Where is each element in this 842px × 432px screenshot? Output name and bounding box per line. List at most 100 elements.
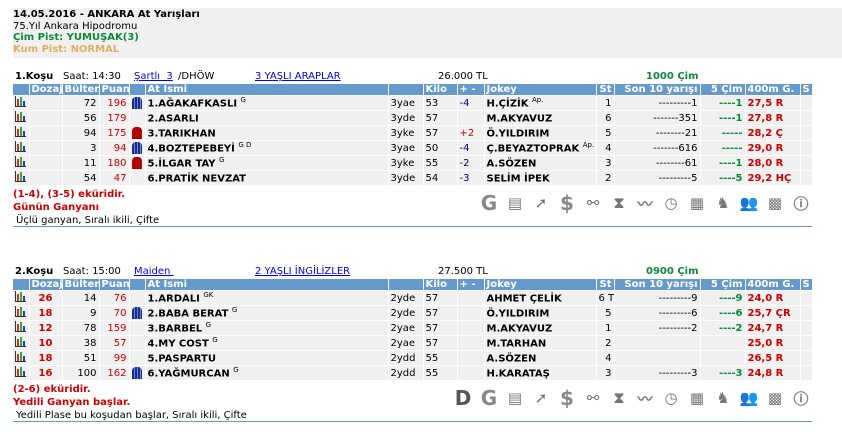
jockey-name[interactable]: H.KARATAŞ xyxy=(486,368,550,380)
horse-name[interactable]: 4.MY COST G xyxy=(145,335,389,351)
horse-name-text[interactable]: 6.YAĞMURCAN xyxy=(147,368,230,380)
info-icon[interactable]: ⓘ xyxy=(793,389,809,408)
column-header[interactable] xyxy=(13,84,30,96)
stats-chart-icon[interactable] xyxy=(13,335,30,351)
column-header[interactable]: Puan xyxy=(99,279,130,291)
jockey[interactable]: M.AKYAVUZ xyxy=(484,320,597,336)
jockey[interactable]: H.KARATAŞ xyxy=(484,365,597,380)
horse-name-text[interactable]: 5.İLGAR TAY xyxy=(147,158,216,170)
d-icon[interactable]: D xyxy=(454,386,472,410)
column-header[interactable] xyxy=(388,279,424,291)
stats-chart-icon[interactable] xyxy=(13,350,30,366)
column-header[interactable]: 5 Çim xyxy=(700,84,746,96)
column-header[interactable] xyxy=(129,84,146,96)
jockey-name[interactable]: AHMET ÇELİK xyxy=(486,293,562,305)
column-header[interactable]: + - xyxy=(457,279,485,291)
horse-name-text[interactable]: 4.BOZTEPEBEYİ xyxy=(147,143,235,155)
column-header[interactable]: Son 10 yarışı xyxy=(614,84,701,96)
column-header[interactable]: + - xyxy=(457,84,485,96)
jockey[interactable]: M.TARHAN xyxy=(484,335,597,351)
horse-name[interactable]: 3.BARBEL G xyxy=(145,320,389,336)
jockey-name[interactable]: M.AKYAVUZ xyxy=(486,323,553,335)
jockey[interactable]: A.SÖZEN xyxy=(484,155,597,171)
hourglass-icon[interactable]: ⧗ xyxy=(613,194,625,212)
horse-name-text[interactable]: 2.ASARLI xyxy=(147,113,199,125)
hourglass-icon[interactable]: ⧗ xyxy=(613,389,625,407)
stats-chart-icon[interactable] xyxy=(13,155,30,171)
race-group-link[interactable]: 3 YAŞLI ARAPLAR xyxy=(255,71,341,82)
arrow-icon[interactable]: ➚ xyxy=(534,194,548,212)
column-header[interactable]: Puan xyxy=(99,84,130,96)
jockey-name[interactable]: Ö.YILDIRIM xyxy=(486,128,550,140)
stats-chart-icon[interactable] xyxy=(13,125,30,141)
stats-chart-icon[interactable] xyxy=(13,95,30,111)
horse-name-text[interactable]: 2.BABA BERAT xyxy=(147,308,229,320)
horse-name[interactable]: 6.PRATİK NEVZAT xyxy=(145,170,389,185)
jockey-name[interactable]: A.SÖZEN xyxy=(486,158,537,170)
stats-chart-icon[interactable] xyxy=(13,305,30,321)
horse-name-text[interactable]: 5.PASPARTU xyxy=(147,353,216,365)
jockey-icon[interactable]: ▩ xyxy=(767,389,783,407)
column-header[interactable]: St xyxy=(596,279,615,291)
binoculars-icon[interactable]: ⚯ xyxy=(586,389,600,407)
binoculars-icon[interactable]: ⚯ xyxy=(586,194,600,212)
column-header[interactable] xyxy=(13,279,30,291)
horse-name[interactable]: 1.AĞAKAFKASLI G xyxy=(145,95,389,111)
column-header[interactable]: Kilo xyxy=(423,279,458,291)
jockey[interactable]: SELİM İPEK xyxy=(484,170,597,185)
horse-name-text[interactable]: 3.BARBEL xyxy=(147,323,203,335)
calculator-icon[interactable]: ▦ xyxy=(689,389,705,407)
column-header[interactable]: Jokey xyxy=(484,84,597,96)
jockey-name[interactable]: M.TARHAN xyxy=(486,338,547,350)
horse-name[interactable]: 3.TARIKHAN xyxy=(145,125,389,141)
horse-name-text[interactable]: 4.MY COST xyxy=(147,338,209,350)
column-header[interactable]: Dozaj xyxy=(29,84,63,96)
stats-chart-icon[interactable] xyxy=(13,365,30,380)
horses-icon[interactable]: ♞ xyxy=(716,389,730,407)
column-header[interactable] xyxy=(129,279,146,291)
people-icon[interactable]: 👥 xyxy=(739,389,759,407)
jockey-name[interactable]: M.AKYAVUZ xyxy=(486,113,553,125)
column-header[interactable]: St xyxy=(596,84,615,96)
column-header[interactable]: Jokey xyxy=(484,279,597,291)
jockey[interactable]: Ö.YILDIRIM xyxy=(484,125,597,141)
jockey[interactable]: Ç.BEYAZTOPRAK Ap. xyxy=(484,140,597,156)
stats-chart-icon[interactable] xyxy=(13,140,30,156)
chart-icon[interactable]: 〰 xyxy=(637,389,653,408)
jockey-name[interactable]: SELİM İPEK xyxy=(486,173,550,185)
jockey-name[interactable]: H.ÇİZİK xyxy=(486,98,529,110)
race-condition-link[interactable]: Şartlı 3 xyxy=(134,71,173,82)
dollar-icon[interactable]: $ xyxy=(560,386,574,410)
horse-name[interactable]: 5.İLGAR TAY G xyxy=(145,155,389,171)
column-header[interactable]: S xyxy=(800,84,813,96)
stats-chart-icon[interactable] xyxy=(13,290,30,306)
column-header[interactable]: 400m G. xyxy=(745,84,801,96)
jockey-name[interactable]: Ö.YILDIRIM xyxy=(486,308,550,320)
race-group-link[interactable]: 2 YAŞLI İNGİLİZLER xyxy=(255,266,351,277)
jockey-icon[interactable]: ▩ xyxy=(767,194,783,212)
jockey[interactable]: A.SÖZEN xyxy=(484,350,597,366)
jockey-name[interactable]: A.SÖZEN xyxy=(486,353,537,365)
column-header[interactable]: Bülten xyxy=(62,84,100,96)
stopwatch-icon[interactable]: ◷ xyxy=(664,389,678,407)
column-header[interactable]: Kilo xyxy=(423,84,458,96)
horse-name-text[interactable]: 6.PRATİK NEVZAT xyxy=(147,173,247,185)
jockey[interactable]: AHMET ÇELİK xyxy=(484,290,597,306)
horse-name[interactable]: 6.YAĞMURCAN G xyxy=(145,365,389,380)
g-icon[interactable]: G xyxy=(480,386,498,410)
stats-chart-icon[interactable] xyxy=(13,170,30,185)
horse-name[interactable]: 2.BABA BERAT G xyxy=(145,305,389,321)
horse-name-text[interactable]: 1.AĞAKAFKASLI xyxy=(147,98,238,110)
jockey[interactable]: H.ÇİZİK Ap. xyxy=(484,95,597,111)
column-header[interactable]: Son 10 yarışı xyxy=(614,279,701,291)
jockey[interactable]: M.AKYAVUZ xyxy=(484,110,597,126)
race-condition-link[interactable]: Maiden xyxy=(134,266,174,277)
chart-icon[interactable]: 〰 xyxy=(637,194,653,213)
column-header[interactable]: S xyxy=(800,279,813,291)
calculator-icon[interactable]: ▦ xyxy=(689,194,705,212)
dollar-icon[interactable]: $ xyxy=(560,191,574,215)
g-icon[interactable]: G xyxy=(480,191,498,215)
column-header[interactable]: At İsmi xyxy=(145,84,389,96)
jockey-name[interactable]: Ç.BEYAZTOPRAK xyxy=(486,143,580,155)
column-header[interactable] xyxy=(388,84,424,96)
